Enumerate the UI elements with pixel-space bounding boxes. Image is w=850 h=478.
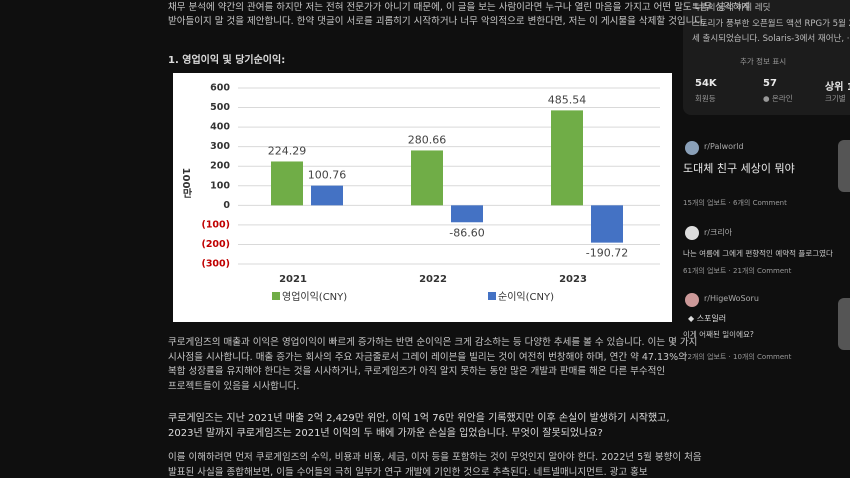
paragraph-line: 쿠로게임즈는 지난 2021년 매출 2억 2,429만 위안, 이익 1억 7… bbox=[168, 413, 670, 424]
about-line: 세 출시되었습니다. Solaris-3에서 재어난, · · · bbox=[692, 34, 850, 44]
y-tick-label: 600 bbox=[210, 83, 230, 94]
y-tick-label: 300 bbox=[210, 141, 230, 152]
post-title[interactable]: 도대체 친구 세상이 뭐야 bbox=[683, 162, 795, 175]
more-button[interactable]: 추가 정보 표시 bbox=[740, 57, 787, 66]
paragraph-line: 이를 이해하려면 먼저 쿠로게임즈의 수익, 비용과 비용, 세금, 이자 등을… bbox=[168, 452, 702, 463]
post-title[interactable]: 나는 여름에 그에게 편향적인 예약적 플로그였다 bbox=[683, 249, 833, 258]
community-name[interactable]: r/HigeWoSoru bbox=[704, 294, 759, 303]
x-tick-label: 2021 bbox=[279, 274, 307, 285]
y-tick-label: 500 bbox=[210, 102, 230, 113]
heading: 1. 영업이익 및 당기순이익: bbox=[168, 55, 286, 66]
y-tick-label: 100 bbox=[210, 180, 230, 191]
post-meta: 15개의 업보트 · 6개의 Comment bbox=[683, 199, 787, 207]
post-meta: 61개의 업보트 · 21개의 Comment bbox=[683, 267, 792, 275]
bar bbox=[311, 185, 343, 206]
about-line: 특롬의 공식 하위 레딧 bbox=[692, 3, 771, 13]
data-label: 485.54 bbox=[548, 93, 587, 106]
legend-label: 순이익(CNY) bbox=[498, 291, 554, 303]
legend-swatch bbox=[272, 292, 280, 300]
x-tick-label: 2023 bbox=[559, 274, 587, 285]
x-tick-label: 2022 bbox=[419, 274, 447, 285]
flair: ◆ 스포일러 bbox=[688, 314, 727, 323]
bar bbox=[551, 110, 583, 206]
bar bbox=[411, 150, 443, 206]
y-tick-label: 400 bbox=[210, 122, 230, 133]
stat-value: 57 bbox=[763, 78, 777, 89]
stat-label: 크기별 bbox=[825, 94, 846, 103]
bar bbox=[271, 161, 303, 206]
y-tick-label: 0 bbox=[223, 200, 230, 211]
stat-value: 54K bbox=[695, 78, 717, 89]
legend-swatch bbox=[488, 292, 496, 300]
data-label: 280.66 bbox=[408, 133, 447, 146]
bar bbox=[451, 205, 483, 223]
community-card bbox=[683, 0, 850, 115]
stat-label: ● 온라인 bbox=[763, 94, 793, 103]
thumbnail[interactable] bbox=[838, 140, 850, 192]
stat-value: 상위 1 bbox=[825, 82, 850, 93]
y-tick-label: (100) bbox=[201, 219, 230, 230]
paragraph-line: 시사점을 시사합니다. 매출 증가는 회사의 주요 자금줄로서 그레이 레이븐을… bbox=[168, 351, 687, 363]
y-axis-title: 100만 bbox=[180, 168, 192, 199]
paragraph-line: 2023년 말까지 쿠로게임즈는 2021년 이익의 두 배에 가까운 손실을 … bbox=[168, 428, 603, 439]
paragraph-line: 프로젝트들이 있음을 시사합니다. bbox=[168, 380, 300, 392]
data-label: 100.76 bbox=[308, 169, 347, 182]
paragraph-line: 복합 성장률을 유지해야 한다는 것을 시사하거나, 쿠로게임즈가 아직 알지 … bbox=[168, 366, 666, 377]
y-tick-label: (300) bbox=[201, 259, 230, 270]
bar bbox=[591, 205, 623, 243]
post-meta: 72개의 업보트 · 10개의 Comment bbox=[683, 353, 792, 361]
avatar bbox=[685, 293, 699, 307]
community-name[interactable]: r/Palworld bbox=[704, 142, 744, 151]
thumbnail[interactable] bbox=[838, 298, 850, 350]
post-title[interactable]: 이게 어째된 일이에요? bbox=[683, 330, 754, 339]
paragraph-line: 받아들이지 말 것을 제안합니다. 한약 댓글이 서로를 괴롭히기 시작하거나 … bbox=[168, 16, 707, 27]
data-label: -86.60 bbox=[449, 226, 484, 239]
data-label: 224.29 bbox=[268, 144, 307, 157]
community-name[interactable]: r/크리아 bbox=[704, 228, 733, 237]
y-tick-label: (200) bbox=[201, 239, 230, 250]
y-tick-label: 200 bbox=[210, 161, 230, 172]
avatar bbox=[685, 141, 699, 155]
chart: 100만 600 500 400 300 200 100 0 (100) (200) (300) 2… bbox=[173, 73, 672, 322]
paragraph-line: 발표된 사실을 종합해보면, 이들 수어들의 극히 일부가 연구 개발에 기인한… bbox=[168, 467, 648, 478]
stat-label: 회원등 bbox=[695, 94, 716, 103]
paragraph-line: 쿠로게임즈의 매출과 이익은 영업이익이 빠르게 증가하는 반면 순이익은 크게… bbox=[168, 337, 698, 348]
paragraph-line: 채무 분석에 약간의 관여를 하지만 저는 전혀 전문가가 아니기 때문에, 이… bbox=[168, 2, 751, 13]
avatar bbox=[685, 226, 699, 240]
data-label: -190.72 bbox=[586, 247, 628, 260]
legend-label: 영업이익(CNY) bbox=[282, 290, 347, 303]
about-line: 스토리가 풍부한 오픈월드 액션 RPG가 5월 22일 전 bbox=[692, 18, 850, 29]
